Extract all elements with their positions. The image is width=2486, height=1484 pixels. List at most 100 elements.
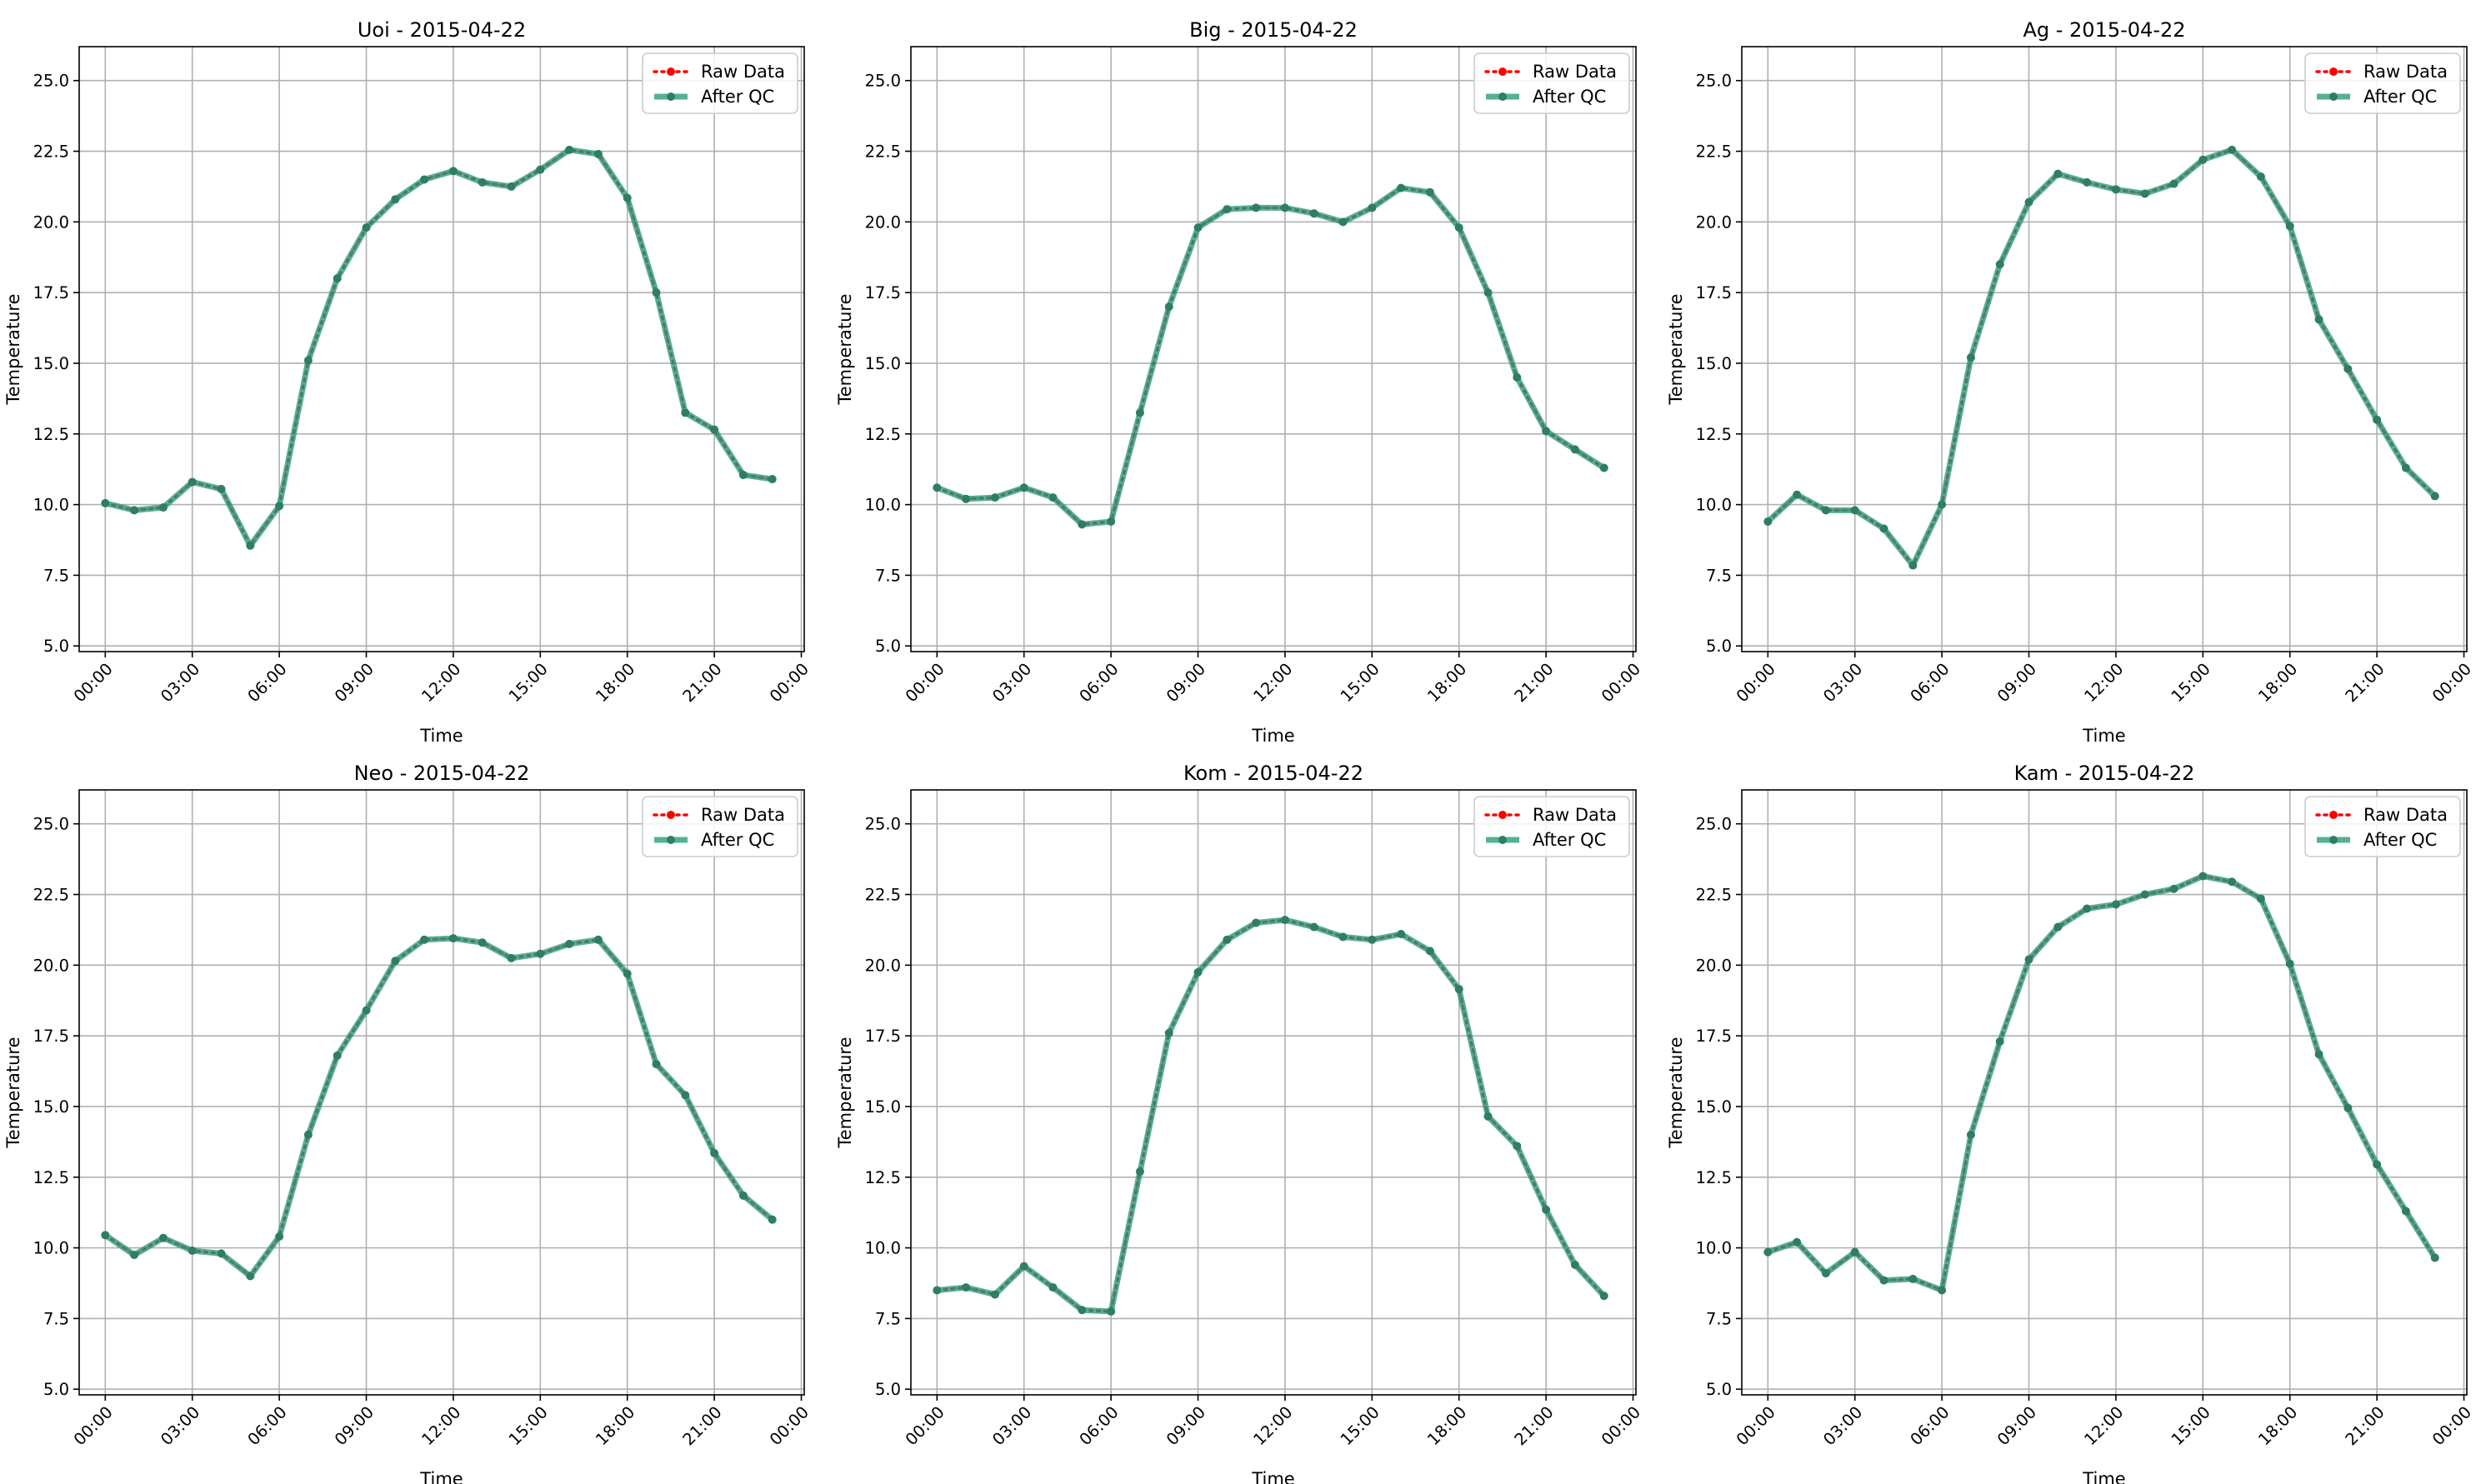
chart-title: Kom - 2015-04-22 [1183, 762, 1363, 785]
series-line-after-qc [104, 147, 773, 549]
data-point-after-qc [2083, 177, 2092, 187]
data-point-after-qc [1078, 1306, 1087, 1315]
x-tick-label: 21:00 [1511, 1402, 1558, 1449]
data-point-after-qc [1763, 517, 1773, 526]
y-tick-label: 10.0 [865, 496, 901, 515]
y-tick-label: 15.0 [1696, 1097, 1732, 1117]
x-tick-label: 06:00 [1907, 1402, 1953, 1449]
data-point-after-qc [1513, 372, 1522, 382]
data-point-after-qc [768, 1215, 777, 1224]
series-line-raw-data [1766, 147, 2437, 568]
y-tick-label: 22.5 [33, 886, 69, 905]
data-point-after-qc [2024, 955, 2033, 964]
axes-frame [1741, 789, 2468, 1396]
x-tick-label: 12:00 [418, 659, 464, 706]
x-tick-label: 00:00 [2428, 1402, 2475, 1449]
x-tick-label: 09:00 [1163, 659, 1209, 706]
y-tick-label: 7.5 [43, 1309, 69, 1328]
axes-frame [1741, 46, 2468, 652]
legend: Raw Data After QC [1473, 796, 1630, 857]
data-point-after-qc [333, 274, 342, 283]
data-point-after-qc [1135, 408, 1144, 417]
data-point-after-qc [507, 953, 516, 962]
data-point-after-qc [1309, 209, 1318, 218]
data-point-after-qc [1397, 183, 1406, 192]
x-tick-label: 03:00 [1819, 1402, 1866, 1449]
y-tick-label: 22.5 [1696, 886, 1732, 905]
data-point-after-qc [1397, 930, 1406, 939]
data-point-after-qc [2314, 315, 2323, 324]
data-point-after-qc [2256, 172, 2265, 182]
data-point-after-qc [2285, 222, 2294, 231]
data-point-after-qc [1483, 1112, 1493, 1121]
y-tick-label: 10.0 [33, 1239, 69, 1258]
legend-label-after-qc: After QC [2363, 830, 2437, 850]
data-point-after-qc [1223, 205, 1232, 214]
axes-frame [910, 46, 1637, 652]
data-point-after-qc [2430, 1253, 2439, 1262]
y-tick-label: 25.0 [865, 815, 901, 834]
x-tick-label: 09:00 [331, 659, 378, 706]
data-point-after-qc [1135, 1167, 1144, 1176]
data-point-after-qc [130, 506, 139, 515]
data-point-after-qc [2228, 877, 2237, 887]
data-point-after-qc [738, 470, 748, 479]
data-point-after-qc [2430, 492, 2439, 501]
data-point-after-qc [2083, 904, 2092, 913]
y-tick-label: 5.0 [1706, 637, 1732, 656]
subplot-neo: 00:00 03:00 06:00 09:00 12:00 15:00 18:00 21:00… [3, 762, 813, 1484]
x-axis-label: Time [1251, 1469, 1294, 1484]
x-tick-label: 18:00 [592, 1402, 638, 1449]
legend-label-after-qc: After QC [701, 830, 774, 850]
axes-frame [78, 789, 805, 1396]
data-point-after-qc [1821, 1269, 1830, 1278]
x-tick-label: 00:00 [1598, 659, 1644, 706]
y-tick-label: 22.5 [1696, 142, 1732, 162]
data-point-after-qc [681, 1091, 690, 1100]
y-tick-label: 22.5 [33, 142, 69, 162]
data-point-after-qc [1019, 1262, 1028, 1271]
x-tick-label: 15:00 [505, 1402, 552, 1449]
data-point-after-qc [738, 1191, 748, 1200]
x-tick-label: 06:00 [1076, 659, 1123, 706]
data-point-after-qc [362, 223, 371, 232]
data-point-after-qc [990, 493, 999, 502]
data-point-after-qc [933, 1286, 942, 1295]
y-tick-label: 12.5 [1696, 425, 1732, 444]
data-point-after-qc [303, 356, 313, 365]
data-point-after-qc [1879, 524, 1888, 533]
data-point-after-qc [1280, 916, 1289, 925]
data-point-after-qc [507, 182, 516, 191]
x-tick-label: 00:00 [70, 659, 117, 706]
legend-label-after-qc: After QC [1533, 830, 1606, 850]
x-axis-label: Time [1251, 726, 1294, 746]
data-point-after-qc [2228, 145, 2237, 154]
y-tick-label: 17.5 [33, 1027, 69, 1046]
x-tick-label: 12:00 [2080, 659, 2127, 706]
data-point-after-qc [2140, 189, 2149, 198]
axes-frame [910, 789, 1637, 1396]
data-point-after-qc [1368, 203, 1377, 212]
data-point-after-qc [1938, 1286, 1947, 1295]
data-point-after-qc [1048, 493, 1058, 502]
legend-label-raw-data: Raw Data [2363, 805, 2448, 825]
subplot-kom: 00:00 03:00 06:00 09:00 12:00 15:00 18:00 21:00… [835, 762, 1644, 1484]
chart-title: Kam - 2015-04-22 [2014, 762, 2195, 785]
y-tick-label: 7.5 [1706, 566, 1732, 585]
data-point-after-qc [536, 165, 545, 174]
legend-marker-raw-data [2329, 67, 2338, 76]
y-axis-label: Temperature [835, 293, 855, 405]
data-point-after-qc [1280, 203, 1289, 212]
data-point-after-qc [1908, 1274, 1918, 1283]
data-point-after-qc [362, 1006, 371, 1015]
x-tick-label: 00:00 [902, 1402, 948, 1449]
y-tick-label: 5.0 [875, 1380, 901, 1399]
data-point-after-qc [158, 502, 168, 512]
legend: Raw Data After QC [2304, 52, 2461, 114]
y-tick-label: 10.0 [865, 1239, 901, 1258]
y-tick-label: 15.0 [1696, 354, 1732, 373]
data-point-after-qc [1309, 922, 1318, 932]
y-tick-label: 25.0 [33, 815, 69, 834]
x-tick-label: 09:00 [1993, 1402, 2040, 1449]
